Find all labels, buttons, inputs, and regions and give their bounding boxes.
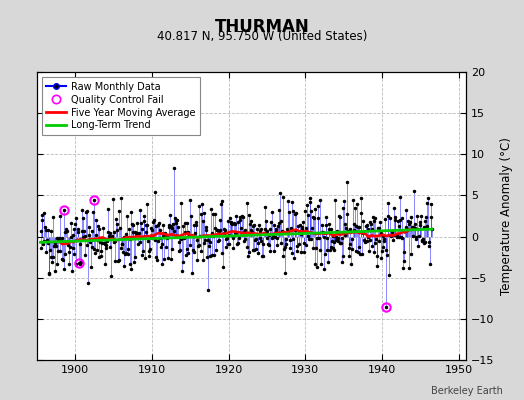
Text: Berkeley Earth: Berkeley Earth (431, 386, 503, 396)
Y-axis label: Temperature Anomaly (°C): Temperature Anomaly (°C) (500, 137, 513, 295)
Text: THURMAN: THURMAN (215, 18, 309, 36)
Legend: Raw Monthly Data, Quality Control Fail, Five Year Moving Average, Long-Term Tren: Raw Monthly Data, Quality Control Fail, … (41, 77, 200, 135)
Text: 40.817 N, 95.750 W (United States): 40.817 N, 95.750 W (United States) (157, 30, 367, 43)
